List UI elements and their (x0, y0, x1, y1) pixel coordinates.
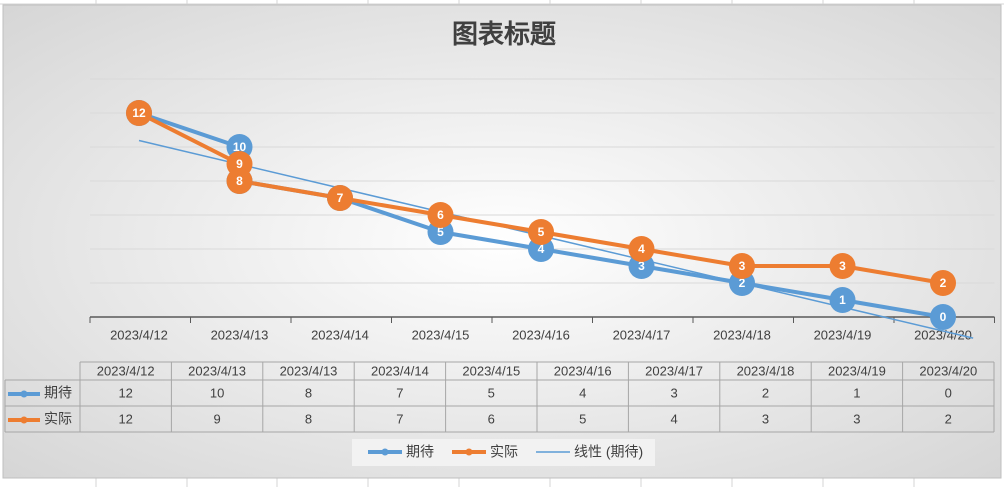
data-point (226, 168, 253, 194)
x-tick-label: 2023/4/14 (311, 327, 369, 342)
x-tick-label: 2023/4/19 (814, 327, 872, 342)
table-cell: 5 (488, 385, 495, 400)
table-cell: 3 (670, 385, 677, 400)
table-cell: 2 (945, 411, 952, 426)
data-label: 6 (437, 208, 444, 222)
table-header: 2023/4/13 (188, 363, 246, 378)
table-header: 2023/4/18 (737, 363, 795, 378)
table-cell: 7 (396, 411, 403, 426)
data-label: 8 (236, 174, 243, 188)
legend-label: 线性 (期待) (574, 444, 643, 460)
chart-title: 图表标题 (452, 19, 556, 49)
table-header: 2023/4/14 (371, 363, 429, 378)
data-label: 12 (132, 106, 146, 120)
data-point (126, 100, 152, 126)
data-label: 2 (940, 276, 947, 290)
legend-label: 期待 (406, 444, 434, 460)
table-cell: 7 (396, 385, 403, 400)
data-label: 5 (437, 225, 444, 239)
data-point (930, 304, 956, 330)
table-cell: 12 (118, 411, 132, 426)
table-cell: 4 (579, 385, 586, 400)
legend (352, 439, 655, 466)
data-point (427, 202, 454, 228)
table-cell: 4 (670, 411, 677, 426)
table-cell: 2 (762, 385, 769, 400)
x-tick-label: 2023/4/20 (914, 327, 972, 342)
x-tick-label: 2023/4/17 (613, 327, 671, 342)
table-header: 2023/4/17 (645, 363, 703, 378)
data-point (327, 185, 353, 211)
table-cell: 5 (579, 411, 586, 426)
data-label: 3 (638, 259, 645, 273)
table-cell: 3 (762, 411, 769, 426)
table-row-label: 实际 (44, 411, 72, 427)
data-point (829, 253, 856, 279)
table-header: 2023/4/20 (919, 363, 977, 378)
legend-key (381, 448, 389, 456)
table-cell: 0 (945, 385, 952, 400)
data-label: 5 (538, 225, 545, 239)
table-cell: 8 (305, 411, 312, 426)
table-legend-key (20, 416, 28, 424)
data-point (829, 287, 856, 313)
x-tick-label: 2023/4/13 (211, 327, 269, 342)
table-legend-key (20, 390, 28, 398)
data-label: 4 (538, 242, 545, 256)
table-cell: 10 (210, 385, 224, 400)
table-cell: 6 (488, 411, 495, 426)
legend-label: 实际 (490, 444, 518, 460)
table-header: 2023/4/19 (828, 363, 886, 378)
table-header: 2023/4/13 (280, 363, 338, 378)
table-header: 2023/4/15 (462, 363, 520, 378)
table-cell: 3 (853, 411, 860, 426)
data-label: 0 (940, 310, 947, 324)
x-tick-label: 2023/4/18 (713, 327, 771, 342)
table-cell: 12 (118, 385, 132, 400)
x-tick-label: 2023/4/12 (110, 327, 168, 342)
table-header: 2023/4/16 (554, 363, 612, 378)
data-label: 2 (739, 276, 746, 290)
x-tick-label: 2023/4/16 (512, 327, 570, 342)
data-label: 1 (839, 293, 846, 307)
legend-key (465, 448, 473, 456)
data-label: 4 (638, 242, 645, 256)
x-tick-label: 2023/4/15 (412, 327, 470, 342)
data-label: 3 (739, 259, 746, 273)
table-cell: 1 (853, 385, 860, 400)
table-row-label: 期待 (44, 385, 72, 401)
table-header: 2023/4/12 (97, 363, 155, 378)
data-point (930, 270, 956, 296)
data-point (528, 219, 554, 245)
data-label: 10 (233, 140, 247, 154)
table-cell: 9 (213, 411, 220, 426)
data-label: 7 (337, 191, 344, 205)
data-label: 9 (236, 157, 243, 171)
table-cell: 8 (305, 385, 312, 400)
data-point (729, 253, 755, 279)
data-point (628, 236, 655, 262)
data-label: 3 (839, 259, 846, 273)
